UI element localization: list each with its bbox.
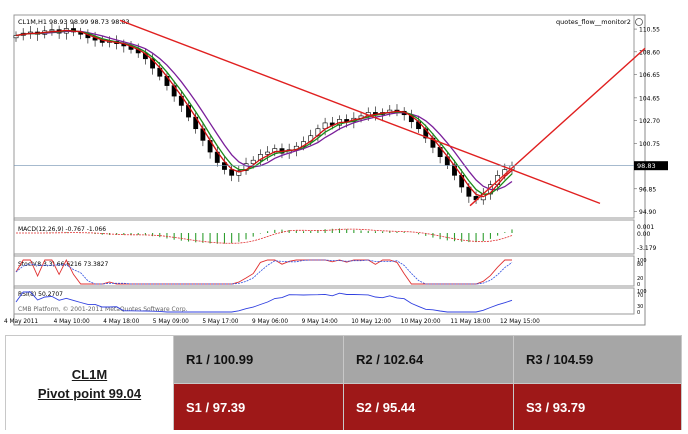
candle-body (49, 29, 55, 32)
pivot-table: CL1M Pivot point 99.04 R1 / 100.99 R2 / … (5, 335, 682, 431)
candle-body (236, 170, 242, 176)
candle-body (250, 159, 256, 165)
candle-body (229, 169, 235, 176)
ma-mid-line (15, 29, 513, 198)
macd-tick-bottom: -3.179 (637, 245, 657, 252)
x-tick-label: 9 May 06:00 (252, 319, 288, 325)
y-tick-label: 100.75 (639, 141, 660, 148)
instrument-name: CL1M (71, 366, 108, 382)
x-tick-label: 12 May 15:00 (500, 319, 540, 325)
trendlines (119, 19, 646, 207)
last-price-label: 98.83 (637, 162, 656, 170)
moving-averages (15, 29, 513, 198)
x-tick-label: 4 May 10:00 (54, 319, 90, 325)
rsi-pane (13, 287, 635, 315)
macd-pane (13, 219, 635, 255)
x-tick-label: 5 May 17:00 (202, 319, 238, 325)
descending-trendline (119, 19, 601, 204)
stoch-tick-100: 100 (637, 258, 647, 264)
pivot-instrument-cell: CL1M Pivot point 99.04 (6, 336, 173, 431)
x-tick-label: 11 May 18:00 (450, 319, 490, 325)
candle-body (265, 151, 271, 155)
chart-header: CL1M,H1 98.93 98.99 98.73 98.83 (18, 18, 130, 26)
watermark: CMB Platform, © 2001-2011 MetaQuotes Sof… (18, 306, 188, 313)
candle-body (222, 162, 227, 170)
macd-tick-zero: 0.00 (637, 231, 651, 238)
r3-cell: R3 / 104.59 (513, 336, 681, 383)
s3-cell: S3 / 93.79 (513, 383, 681, 430)
y-tick-label: 110.55 (639, 27, 660, 34)
rsi-label: RSI(8) 50.2707 (18, 291, 63, 298)
stoch-pane (13, 255, 635, 287)
rsi-tick-100: 100 (637, 289, 647, 295)
price-chart: CL1M,H1 98.93 98.99 98.73 98.83 quotes_f… (4, 14, 668, 326)
y-axis: 110.55 108.60 106.65 104.65 102.70 100.75 96.8… (634, 27, 660, 216)
pivot-point: Pivot point 99.04 (37, 385, 142, 401)
last-price-box (634, 161, 668, 171)
y-tick-label: 96.85 (639, 186, 656, 193)
rsi-line (15, 291, 513, 313)
s1-cell: S1 / 97.39 (173, 383, 343, 430)
x-tick-label: 5 May 09:00 (153, 319, 189, 325)
y-tick-label: 106.65 (639, 72, 660, 79)
ascending-trendline (469, 47, 646, 207)
x-tick-label: 10 May 20:00 (401, 319, 441, 325)
stoch-tick-80: 80 (637, 262, 643, 268)
y-tick-label: 104.65 (639, 95, 660, 102)
ma-slow-line (15, 30, 513, 191)
rsi-tick-0: 0 (637, 310, 640, 316)
macd-signal-line (16, 228, 513, 244)
rsi-tick-70: 70 (637, 293, 643, 299)
y-tick-label: 108.60 (639, 49, 660, 56)
stoch-signal-line (15, 259, 513, 285)
indicator-settings-icon[interactable] (635, 18, 643, 26)
candle-body (150, 58, 156, 69)
x-tick-label: 4 May 18:00 (103, 319, 139, 325)
r1-cell: R1 / 100.99 (173, 336, 343, 383)
candle-body (243, 163, 249, 172)
x-axis: 4 May 2011 4 May 10:00 4 May 18:00 5 May 09… (4, 319, 540, 325)
macd-tick-top: 0.001 (637, 224, 654, 231)
y-tick-label: 94.90 (639, 209, 656, 216)
y-tick-label: 102.70 (639, 118, 660, 125)
main-pane (13, 14, 635, 219)
stoch-tick-20: 20 (637, 276, 643, 282)
x-tick-label: 9 May 14:00 (302, 319, 338, 325)
rsi-tick-30: 30 (637, 304, 643, 310)
x-tick-label: 4 May 2011 (4, 319, 38, 325)
stoch-tick-0: 0 (637, 282, 640, 288)
macd-label: MACD(12,26,9) -0.767 -1.066 (18, 226, 106, 233)
indicator-name: quotes_flow__monitor2 (556, 18, 631, 26)
x-tick-label: 10 May 12:00 (351, 319, 391, 325)
r2-cell: R2 / 102.64 (343, 336, 513, 383)
ma-fast-line (15, 29, 513, 195)
s2-cell: S2 / 95.44 (343, 383, 513, 430)
